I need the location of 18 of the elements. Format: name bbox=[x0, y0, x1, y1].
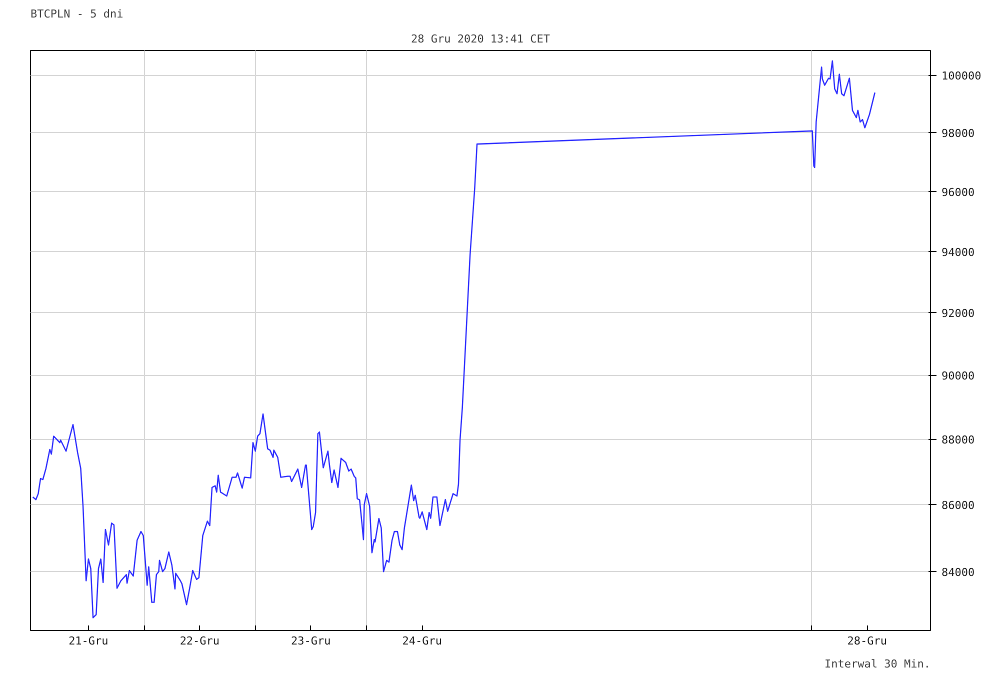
y-tick-label: 94000 bbox=[942, 246, 975, 259]
y-tick-label: 88000 bbox=[942, 434, 975, 447]
x-tick-label: 23-Gru bbox=[291, 634, 331, 648]
chart-title: BTCPLN - 5 dni bbox=[30, 8, 124, 20]
x-tick-label: 22-Gru bbox=[180, 634, 220, 648]
x-tick-label: 24-Gru bbox=[402, 634, 442, 648]
x-tick-label: 21-Gru bbox=[68, 634, 108, 648]
x-tick-label: 28-Gru bbox=[847, 634, 888, 648]
y-tick-label: 100000 bbox=[942, 70, 982, 83]
y-tick-label: 90000 bbox=[942, 370, 975, 383]
y-tick-label: 84000 bbox=[942, 566, 975, 580]
text: Interwal 30 Min. bbox=[824, 658, 931, 670]
line-series bbox=[32, 60, 876, 618]
chart-subtitle: 28 Gru 2020 13:41 CET bbox=[410, 32, 550, 46]
y-tick-label: 86000 bbox=[942, 499, 975, 512]
y-tick-label: 92000 bbox=[942, 307, 975, 320]
y-tick-label: 96000 bbox=[942, 186, 975, 199]
y-tick-label: 98000 bbox=[942, 127, 975, 140]
